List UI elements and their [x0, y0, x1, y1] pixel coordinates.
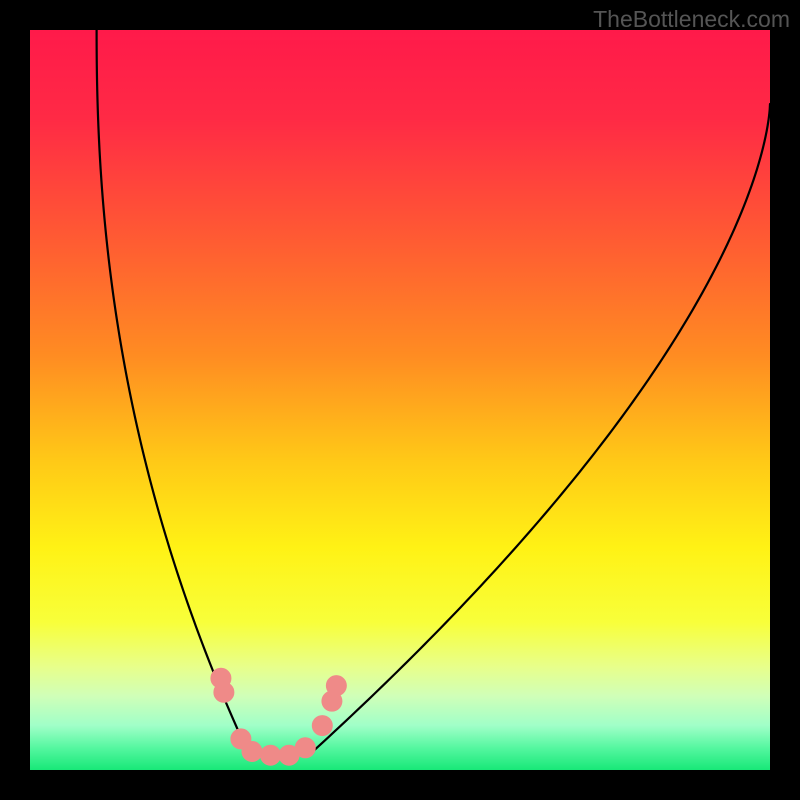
- marker-point: [214, 682, 234, 702]
- marker-point: [261, 745, 281, 765]
- watermark-text: TheBottleneck.com: [593, 6, 790, 33]
- plot-background: [30, 30, 770, 770]
- marker-point: [326, 676, 346, 696]
- marker-point: [312, 716, 332, 736]
- chart-stage: TheBottleneck.com: [0, 0, 800, 800]
- bottleneck-chart: [0, 0, 800, 800]
- marker-point: [242, 742, 262, 762]
- marker-point: [295, 738, 315, 758]
